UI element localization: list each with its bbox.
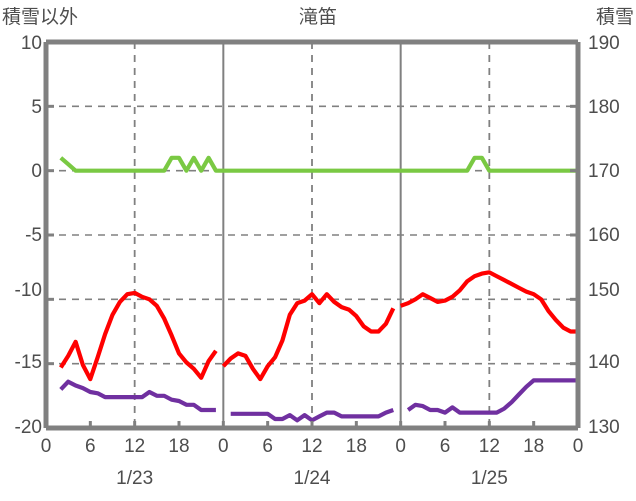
chart-title: 滝笛 [298, 7, 337, 28]
y-tick-right-3: 160 [588, 225, 620, 246]
x-tick-label-11: 18 [523, 436, 545, 457]
y-tick-right-1: 180 [588, 97, 620, 118]
series-0-segment-1 [221, 292, 396, 382]
x-tick-label-9: 6 [439, 436, 451, 457]
x-tick-label-7: 18 [345, 436, 367, 457]
x-tick-label-12: 0 [572, 436, 584, 457]
date-label-0: 1/23 [116, 468, 154, 489]
y-tick-left-6: -20 [14, 417, 42, 438]
y-tick-left-5: -15 [14, 352, 42, 373]
series-1-segment-2 [406, 378, 578, 415]
series-1-segment-1 [230, 408, 394, 423]
right-axis-title: 積雪 [595, 7, 634, 28]
series-0-segment-0 [59, 290, 218, 382]
x-tick-label-3: 18 [168, 436, 190, 457]
x-tick-label-6: 12 [301, 436, 323, 457]
y-tick-right-0: 190 [588, 33, 620, 54]
y-tick-right-5: 140 [588, 352, 620, 373]
y-tick-left-4: -10 [14, 280, 42, 301]
x-tick-label-5: 6 [262, 436, 273, 457]
x-tick-label-10: 12 [478, 436, 500, 457]
x-tick-label-0: 0 [40, 436, 52, 457]
series-2-segment-0 [59, 155, 578, 173]
y-tick-right-4: 150 [588, 280, 620, 301]
date-label-2: 1/25 [470, 468, 508, 489]
left-axis-title: 積雪以外 [2, 7, 79, 28]
y-tick-left-1: 5 [31, 97, 42, 118]
series-0-segment-2 [400, 270, 578, 334]
x-tick-label-8: 0 [395, 436, 406, 457]
x-tick-label-4: 0 [218, 436, 229, 457]
y-tick-right-6: 130 [588, 417, 620, 438]
y-tick-left-2: 0 [31, 161, 42, 182]
x-tick-label-1: 6 [85, 436, 96, 457]
y-tick-left-3: -5 [25, 225, 42, 246]
y-tick-right-2: 170 [588, 161, 620, 182]
date-label-1: 1/24 [293, 468, 331, 489]
y-tick-left-0: 10 [20, 33, 42, 54]
series-1-segment-0 [59, 379, 216, 413]
x-tick-label-2: 12 [124, 436, 146, 457]
